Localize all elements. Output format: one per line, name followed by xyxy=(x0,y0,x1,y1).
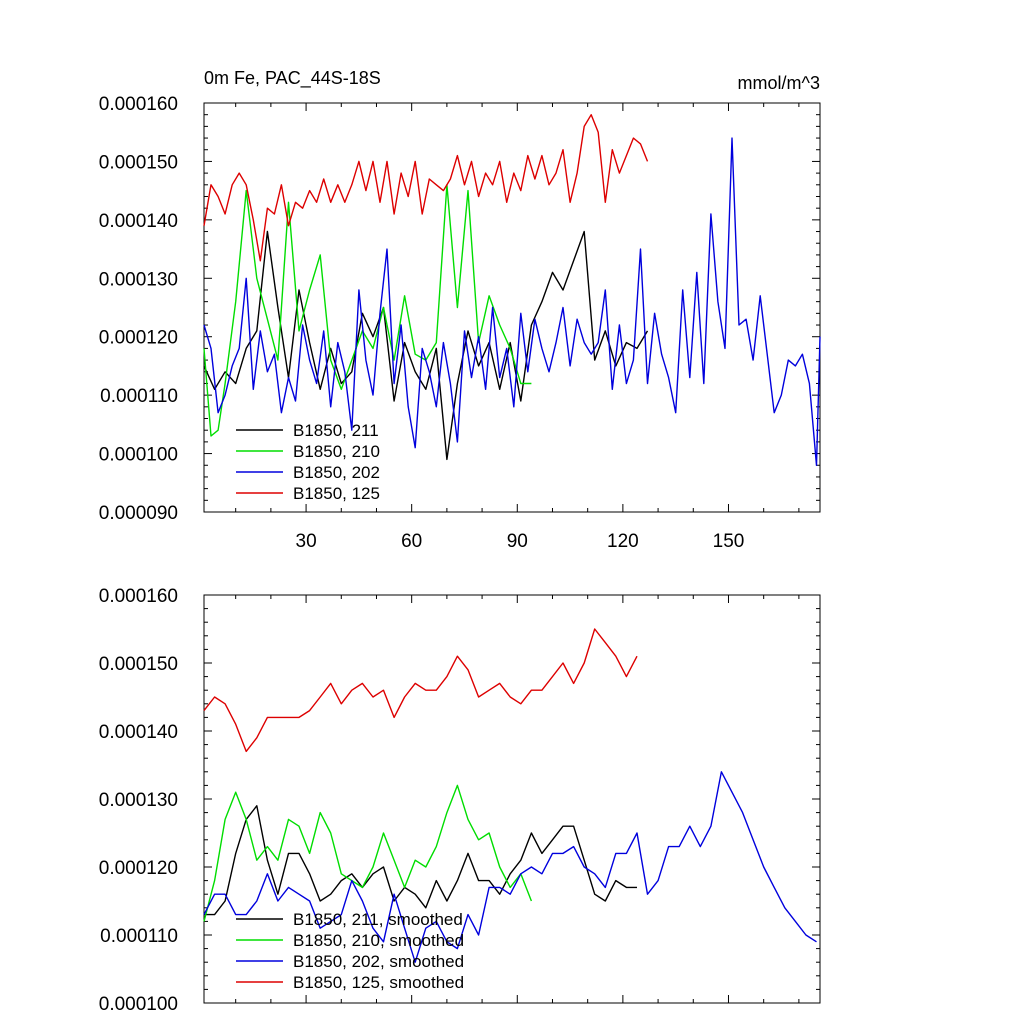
series-line xyxy=(203,113,649,262)
series-line xyxy=(203,628,638,753)
series-line xyxy=(204,805,637,916)
y-tick-label: 0.000110 xyxy=(100,386,178,407)
legend-label: B1850, 202, smoothed xyxy=(293,952,464,971)
bottom-panel: 0.000100 0.000110 0.000120 0.000130 0.000140… xyxy=(99,586,821,1015)
series-line xyxy=(203,230,649,461)
x-tick-label: 60 xyxy=(401,531,422,552)
plot-frame xyxy=(203,102,821,513)
y-tick-label: 0.000150 xyxy=(99,654,178,675)
y-tick-label: 0.000130 xyxy=(99,790,178,811)
y-tick-label: 0.000100 xyxy=(99,445,178,466)
legend-label: B1850, 125 xyxy=(293,484,380,503)
top-panel: 0.000090 0.000100 0.000110 0.000120 0.000130… xyxy=(99,68,821,552)
series-line xyxy=(203,771,817,963)
y-tick-label: 0.000160 xyxy=(99,586,178,607)
legend-label: B1850, 210 xyxy=(293,442,380,461)
x-tick-label: 30 xyxy=(296,531,317,552)
series-line xyxy=(203,784,533,922)
legend-label: B1850, 210, smoothed xyxy=(293,931,464,950)
y-tick-label: 0.000120 xyxy=(99,328,178,349)
y-tick-label: 0.000130 xyxy=(99,269,178,290)
chart-title: 0m Fe, PAC_44S-18S xyxy=(204,68,381,89)
x-tick-label: 90 xyxy=(507,531,528,552)
legend-label: B1850, 125, smoothed xyxy=(293,973,464,992)
y-tick-label: 0.000090 xyxy=(99,503,178,524)
units-label: mmol/m^3 xyxy=(738,73,820,93)
y-tick-label: 0.000140 xyxy=(99,722,178,743)
legend-label: B1850, 211 xyxy=(293,421,379,440)
y-tick-label: 0.000120 xyxy=(99,858,178,879)
y-tick-label: 0.000110 xyxy=(100,926,178,947)
y-tick-label: 0.000160 xyxy=(99,94,178,115)
x-tick-label: 150 xyxy=(713,531,745,552)
y-tick-label: 0.000100 xyxy=(99,994,178,1015)
legend-label: B1850, 211, smoothed xyxy=(293,910,463,929)
x-tick-label: 120 xyxy=(607,531,639,552)
y-tick-label: 0.000140 xyxy=(99,211,178,232)
y-tick-label: 0.000150 xyxy=(99,152,178,173)
series-line xyxy=(203,137,821,466)
legend-label: B1850, 202 xyxy=(293,463,380,482)
